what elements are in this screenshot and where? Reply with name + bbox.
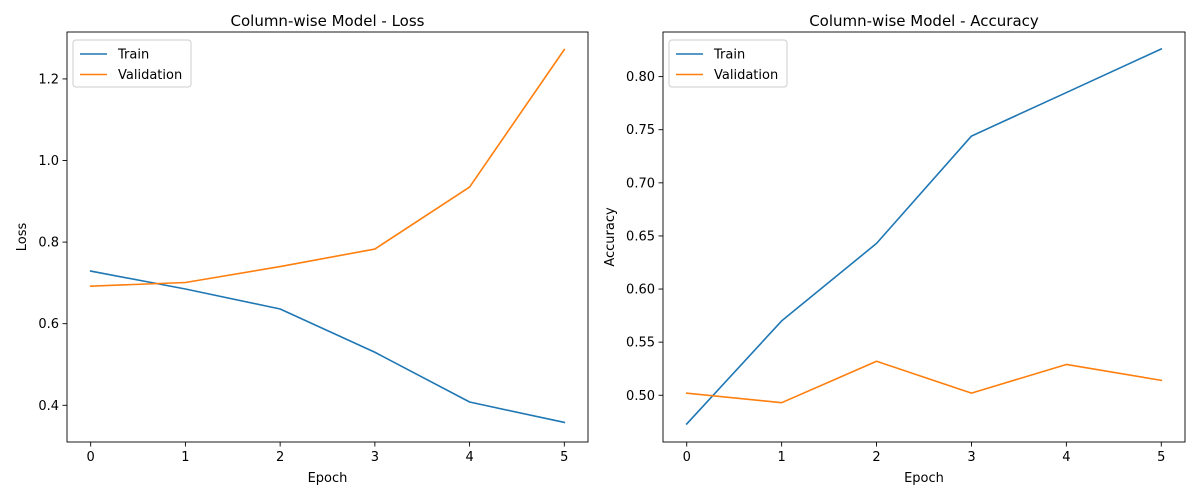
legend-label-train: Train — [117, 48, 149, 63]
y-tick-label: 0.80 — [626, 70, 655, 85]
y-tick-label: 0.6 — [38, 317, 59, 332]
x-tick-label: 3 — [371, 450, 379, 465]
legend-label-validation: Validation — [118, 68, 182, 83]
y-tick-label: 0.4 — [38, 399, 59, 414]
x-axis-label: Epoch — [308, 471, 348, 486]
y-tick-label: 0.8 — [38, 236, 59, 251]
y-tick-label: 0.65 — [626, 229, 655, 244]
series-line-validation — [89, 48, 566, 287]
plot-frame — [662, 31, 1186, 443]
x-tick-label: 3 — [967, 450, 975, 465]
y-tick-label: 0.60 — [626, 283, 655, 298]
series-line-train — [89, 270, 566, 424]
y-tick-label: 0.70 — [626, 176, 655, 191]
legend-label-validation: Validation — [714, 68, 778, 83]
x-tick-label: 5 — [560, 450, 568, 465]
y-tick-label: 0.50 — [626, 389, 655, 404]
x-tick-label: 0 — [87, 450, 95, 465]
x-tick-label: 1 — [777, 450, 785, 465]
series-line-train — [685, 47, 1163, 426]
chart-panel-2: 0 1 2 3 4 5 0.50 0.55 0.60 0.65 0.70 0.75 0.80 Column… — [603, 12, 1186, 486]
x-tick-label: 4 — [465, 450, 473, 465]
x-tick-label: 4 — [1062, 450, 1070, 465]
y-tick-label: 1.2 — [38, 72, 59, 87]
x-tick-label: 2 — [276, 450, 284, 465]
legend: Train Validation — [72, 39, 192, 88]
y-tick-label: 1.0 — [38, 154, 59, 169]
y-axis-label: Loss — [15, 223, 30, 252]
chart-panel-1: 0 1 2 3 4 5 0.4 0.6 0.8 1.0 1.2 Column-wise Model -… — [15, 12, 589, 486]
x-axis-label: Epoch — [904, 471, 944, 486]
legend: Train Validation — [668, 39, 788, 88]
chart-title: Column-wise Model - Accuracy — [809, 12, 1039, 30]
x-tick-label: 2 — [872, 450, 880, 465]
series-line-validation — [685, 360, 1163, 404]
y-axis-label: Accuracy — [603, 207, 618, 267]
x-tick-label: 0 — [683, 450, 691, 465]
y-tick-label: 0.75 — [626, 123, 655, 138]
x-tick-label: 5 — [1157, 450, 1165, 465]
legend-label-train: Train — [713, 48, 745, 63]
x-tick-label: 1 — [181, 450, 189, 465]
y-tick-label: 0.55 — [626, 336, 655, 351]
plot-frame — [66, 31, 589, 443]
chart-title: Column-wise Model - Loss — [231, 12, 425, 30]
